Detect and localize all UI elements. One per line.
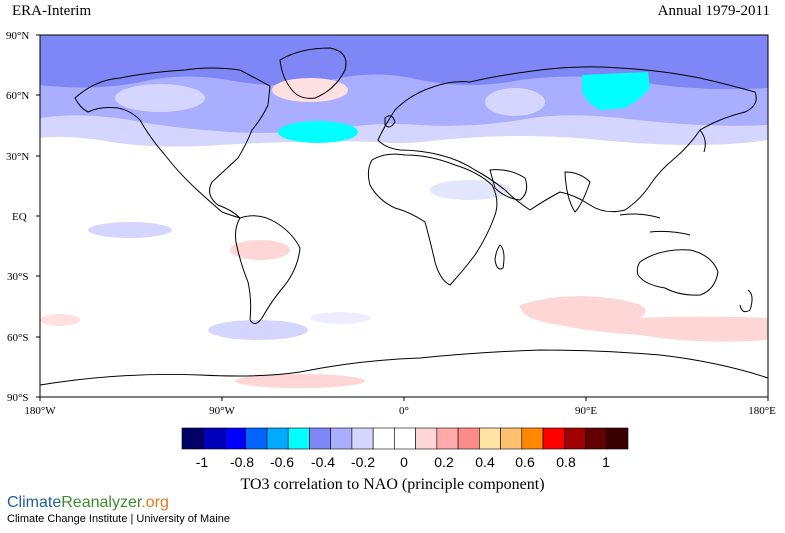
greenland-positive-patch [272, 78, 348, 102]
legend-bin [479, 427, 501, 450]
legend-bin [266, 427, 289, 450]
legend-bin [202, 427, 225, 450]
brand-link[interactable]: ClimateReanalyzer.org [7, 494, 169, 512]
legend-tick-label: -0.6 [270, 454, 294, 470]
legend-tick-label: 0.4 [475, 454, 495, 470]
legend-tick-label: 0 [400, 454, 408, 470]
legend-bin [372, 427, 395, 450]
legend-bin [351, 427, 374, 450]
legend-tick-label: 1 [602, 454, 610, 470]
institute-credit: Climate Change Institute | University of… [7, 513, 230, 525]
eurasia-light-patch [485, 88, 545, 116]
legend-tick-label: 0.6 [515, 454, 535, 470]
brand-part-org: .org [141, 494, 169, 511]
siberia-strong-patch [582, 72, 650, 110]
lat-label-60n: 60°N [6, 90, 29, 102]
lon-label-180e: 180°E [748, 405, 776, 417]
lat-label-eq: EQ [12, 211, 27, 223]
legend-tick-label: 0.8 [556, 454, 576, 470]
legend-bin [606, 427, 629, 450]
legend-bin [181, 427, 204, 450]
legend-bin [245, 427, 268, 450]
legend-bin [542, 427, 565, 450]
south-america-positive [230, 240, 290, 260]
lon-label-90w: 90°W [209, 405, 235, 417]
africa-negative [430, 180, 510, 200]
legend-bin [309, 427, 331, 450]
lat-label-30n: 30°N [6, 151, 29, 163]
coastlines [40, 47, 768, 386]
dataset-title: ERA-Interim [12, 3, 92, 19]
lat-label-30s: 30°S [7, 271, 29, 283]
lat-label-90s: 90°S [7, 392, 29, 404]
southern-indian-positive [520, 296, 768, 342]
legend-tick-label: -0.2 [351, 454, 375, 470]
southern-pacific-negative [208, 320, 308, 340]
atlantic-strong-patch [278, 121, 358, 143]
pacific-light-patch [115, 84, 205, 112]
period-title: Annual 1979-2011 [657, 3, 770, 19]
legend-bin [457, 427, 480, 450]
lon-label-0: 0° [399, 405, 409, 417]
legend-bins [181, 427, 629, 450]
legend-tick-label: -0.4 [311, 454, 335, 470]
axis-ticks [36, 34, 769, 401]
legend-bin [585, 427, 608, 450]
legend-tick-labels: -1 -0.8 -0.6 -0.4 -0.2 0 0.2 0.4 0.6 0.8… [196, 454, 610, 470]
antarctic-positive [235, 374, 365, 388]
legend-tick-label: 0.2 [434, 454, 454, 470]
south-atlantic-light [310, 312, 370, 324]
legend-bin [394, 427, 416, 450]
legend-caption: TO3 correlation to NAO (principle compon… [240, 476, 545, 493]
legend-bin [330, 427, 353, 450]
legend-bin [500, 427, 523, 450]
legend-bin [521, 427, 544, 450]
legend-bin [563, 427, 586, 450]
legend-bin [415, 427, 438, 450]
west-antarctic-negative [40, 314, 80, 326]
brand-part-reanalyzer: Reanalyzer [61, 494, 142, 511]
lat-label-60s: 60°S [7, 332, 29, 344]
legend-tick-label: -0.8 [230, 454, 254, 470]
lat-label-90n: 90°N [6, 30, 29, 42]
legend-bin [224, 427, 247, 450]
brand-part-climate: Climate [7, 494, 62, 511]
tropical-pacific-negative [88, 222, 172, 238]
legend-bin [287, 427, 310, 450]
lon-label-90e: 90°E [575, 405, 597, 417]
legend-bin [436, 427, 459, 450]
lon-label-180w: 180°W [24, 405, 56, 417]
correlation-field [40, 35, 768, 397]
legend-tick-label: -1 [196, 454, 209, 470]
